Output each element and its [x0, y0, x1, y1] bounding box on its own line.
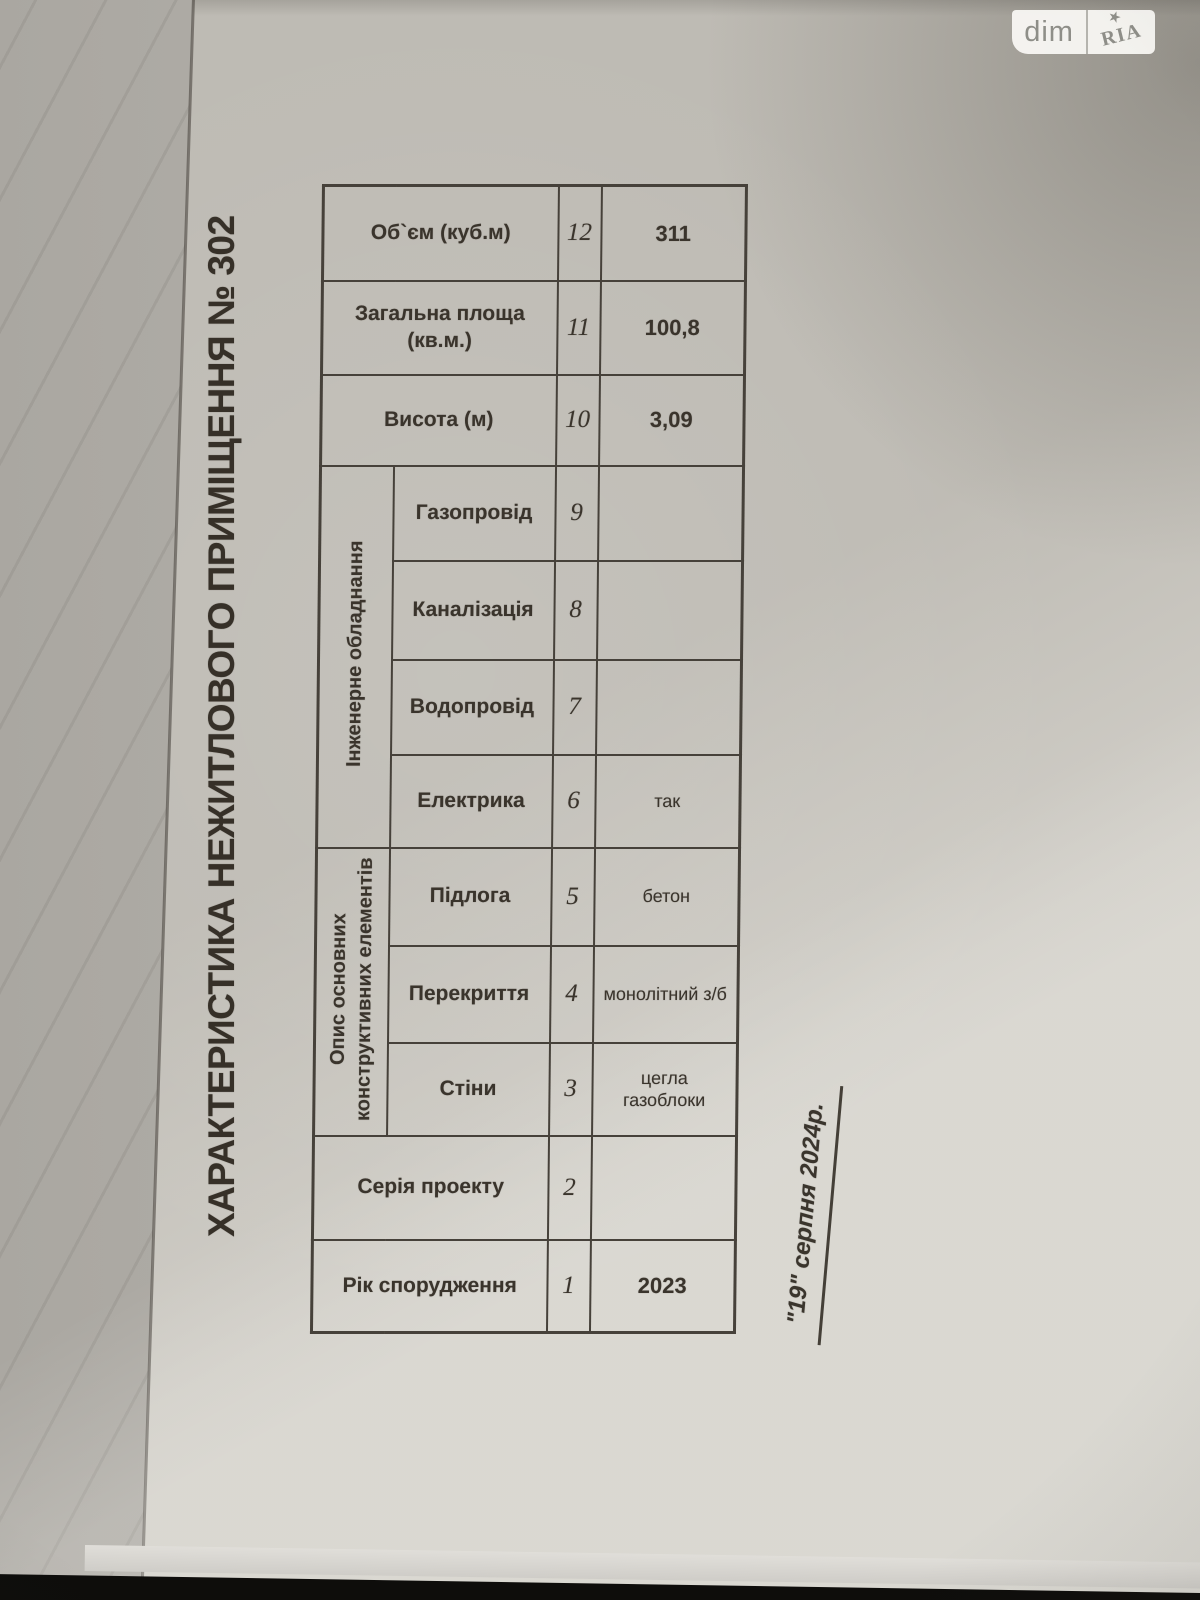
row-value	[595, 659, 742, 755]
row-label: Загальна площа (кв.м.)	[321, 280, 558, 375]
row-value: 100,8	[599, 280, 746, 375]
row-value	[590, 1135, 737, 1240]
row-label: Газопровід	[392, 465, 556, 561]
row-gas: Інженерне обладнання Газопровід 9	[316, 465, 744, 848]
row-label: Перекриття	[387, 945, 551, 1043]
row-number: 6	[551, 754, 596, 848]
row-volume: Об`єм (куб.м) 12 311	[322, 185, 747, 281]
ria-logo: ★ RIA	[1088, 7, 1155, 54]
row-label: Стіни	[386, 1042, 550, 1136]
row-number: 2	[547, 1135, 592, 1240]
group-label-vertical: Опис основних конструктивних елементів	[327, 857, 378, 1121]
row-total-area: Загальна площа (кв.м.) 11 100,8	[321, 280, 746, 375]
row-label: Висота (м)	[320, 374, 557, 466]
row-number: 12	[557, 185, 602, 281]
dim-logo-text: dim	[1024, 15, 1074, 48]
row-number: 5	[550, 847, 595, 946]
document-title: ХАРАКТЕРИСТИКА НЕЖИТЛОВОГО ПРИМІЩЕННЯ № …	[201, 215, 242, 1237]
row-label: Об`єм (куб.м)	[322, 185, 559, 281]
row-value: 311	[600, 185, 747, 281]
row-construction-year: Рік спорудження 1 2023	[311, 1239, 736, 1333]
row-number: 3	[548, 1042, 593, 1136]
row-value	[597, 465, 744, 561]
row-number: 4	[549, 945, 594, 1043]
row-value: цегла газоблоки	[591, 1042, 738, 1136]
row-height: Висота (м) 10 3,09	[320, 374, 745, 466]
row-number: 8	[553, 560, 598, 660]
row-label: Підлога	[388, 847, 552, 946]
row-number: 9	[554, 465, 599, 561]
row-value: монолітний з/б	[592, 945, 739, 1043]
row-floor: Опис основних конструктивних елементів П…	[313, 847, 740, 1136]
row-number: 11	[556, 280, 601, 375]
row-label: Водопровід	[390, 659, 554, 755]
row-number: 10	[555, 374, 600, 466]
row-label: Каналізація	[391, 560, 555, 660]
row-value: так	[594, 754, 741, 848]
watermark-divider	[1086, 10, 1088, 54]
row-value: 3,09	[598, 374, 745, 466]
group-structural-elements: Опис основних конструктивних елементів	[313, 847, 390, 1136]
row-label: Електрика	[389, 754, 553, 848]
group-label-vertical: Інженерне обладнання	[343, 540, 368, 768]
row-number: 7	[552, 659, 597, 755]
row-project-series: Серія проекту 2	[312, 1135, 737, 1240]
group-engineering-equipment: Інженерне обладнання	[316, 465, 394, 848]
row-value: 2023	[589, 1239, 736, 1333]
dim-ria-watermark: dim ★ RIA	[1012, 7, 1155, 54]
row-label: Рік спорудження	[311, 1239, 548, 1333]
row-number: 1	[546, 1239, 591, 1333]
row-value: бетон	[593, 847, 740, 946]
row-value	[596, 560, 743, 660]
characteristics-table: Об`єм (куб.м) 12 311 Загальна площа (кв.…	[309, 184, 748, 1334]
row-label: Серія проекту	[312, 1135, 549, 1240]
